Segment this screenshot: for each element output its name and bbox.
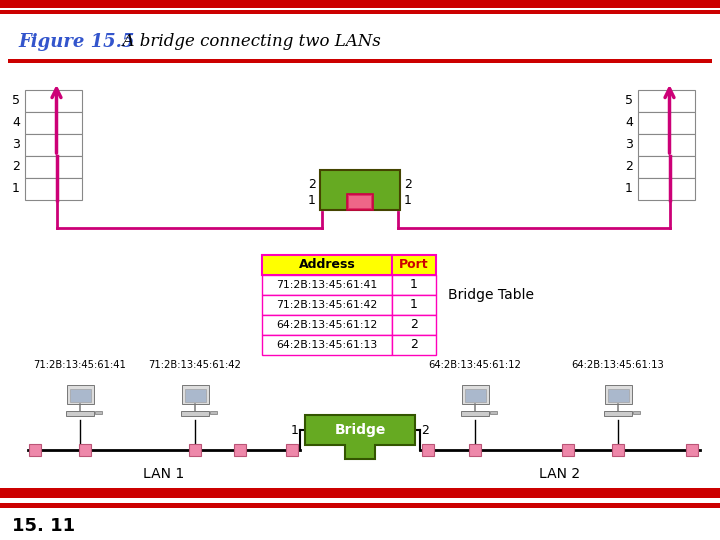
- Bar: [422, 444, 434, 456]
- Text: 2: 2: [12, 160, 20, 173]
- Bar: [604, 411, 632, 416]
- Bar: [392, 335, 436, 355]
- Bar: [181, 385, 209, 404]
- Text: Figure 15.5: Figure 15.5: [18, 33, 135, 51]
- Text: 1: 1: [291, 423, 299, 436]
- Text: 71:2B:13:45:61:42: 71:2B:13:45:61:42: [148, 360, 241, 370]
- Bar: [262, 275, 392, 295]
- Bar: [612, 444, 624, 456]
- Bar: [0, 488, 720, 498]
- Bar: [189, 444, 201, 456]
- Text: 1: 1: [410, 299, 418, 312]
- Text: 3: 3: [625, 138, 633, 152]
- Bar: [608, 389, 629, 402]
- Bar: [605, 385, 631, 404]
- Text: 1: 1: [625, 183, 633, 195]
- Bar: [562, 444, 574, 456]
- Bar: [95, 411, 102, 414]
- Text: 4: 4: [625, 117, 633, 130]
- Bar: [25, 178, 82, 200]
- Bar: [181, 411, 209, 416]
- Bar: [392, 295, 436, 315]
- Bar: [184, 389, 205, 402]
- Bar: [469, 444, 481, 456]
- Text: 64:2B:13:45:61:12: 64:2B:13:45:61:12: [428, 360, 521, 370]
- Text: 64:2B:13:45:61:12: 64:2B:13:45:61:12: [276, 320, 377, 330]
- Bar: [349, 196, 371, 208]
- Bar: [262, 255, 392, 275]
- Text: 1: 1: [404, 193, 412, 206]
- Bar: [262, 315, 392, 335]
- Bar: [66, 385, 94, 404]
- Text: 2: 2: [308, 178, 316, 191]
- Bar: [25, 90, 82, 112]
- Text: 2: 2: [410, 339, 418, 352]
- Bar: [234, 444, 246, 456]
- Bar: [29, 444, 41, 456]
- Bar: [638, 90, 695, 112]
- Bar: [392, 275, 436, 295]
- Text: 5: 5: [12, 94, 20, 107]
- Text: Bridge: Bridge: [334, 423, 386, 437]
- Polygon shape: [305, 415, 415, 459]
- Bar: [461, 411, 489, 416]
- Text: 2: 2: [421, 423, 429, 436]
- Text: 71:2B:13:45:61:41: 71:2B:13:45:61:41: [276, 280, 377, 290]
- Bar: [0, 10, 720, 14]
- Bar: [638, 134, 695, 156]
- Text: 1: 1: [308, 193, 316, 206]
- Text: 15. 11: 15. 11: [12, 517, 75, 535]
- Text: LAN 2: LAN 2: [539, 467, 580, 481]
- Bar: [638, 112, 695, 134]
- Text: A bridge connecting two LANs: A bridge connecting two LANs: [112, 33, 381, 51]
- Bar: [347, 194, 373, 210]
- Bar: [320, 170, 400, 210]
- Text: Bridge Table: Bridge Table: [448, 288, 534, 302]
- Bar: [462, 385, 488, 404]
- Bar: [25, 112, 82, 134]
- Text: Port: Port: [399, 259, 429, 272]
- Bar: [633, 411, 640, 414]
- Text: 2: 2: [410, 319, 418, 332]
- Bar: [0, 0, 720, 8]
- Text: 71:2B:13:45:61:42: 71:2B:13:45:61:42: [276, 300, 377, 310]
- Bar: [25, 156, 82, 178]
- Text: 64:2B:13:45:61:13: 64:2B:13:45:61:13: [572, 360, 665, 370]
- Text: 3: 3: [12, 138, 20, 152]
- Bar: [262, 335, 392, 355]
- Bar: [66, 411, 94, 416]
- Bar: [8, 59, 712, 63]
- Bar: [464, 389, 485, 402]
- Text: 4: 4: [12, 117, 20, 130]
- Text: 5: 5: [625, 94, 633, 107]
- Bar: [638, 156, 695, 178]
- Bar: [392, 315, 436, 335]
- Text: 2: 2: [625, 160, 633, 173]
- Text: LAN 1: LAN 1: [143, 467, 184, 481]
- Bar: [210, 411, 217, 414]
- Bar: [638, 178, 695, 200]
- Text: 64:2B:13:45:61:13: 64:2B:13:45:61:13: [276, 340, 377, 350]
- Bar: [70, 389, 91, 402]
- Text: 1: 1: [12, 183, 20, 195]
- Bar: [25, 134, 82, 156]
- Text: 71:2B:13:45:61:41: 71:2B:13:45:61:41: [34, 360, 127, 370]
- Bar: [490, 411, 497, 414]
- Bar: [262, 295, 392, 315]
- Bar: [392, 255, 436, 275]
- Bar: [686, 444, 698, 456]
- Text: 2: 2: [404, 178, 412, 191]
- Bar: [0, 503, 720, 508]
- Bar: [286, 444, 298, 456]
- Text: Address: Address: [299, 259, 356, 272]
- Text: 1: 1: [410, 279, 418, 292]
- Bar: [79, 444, 91, 456]
